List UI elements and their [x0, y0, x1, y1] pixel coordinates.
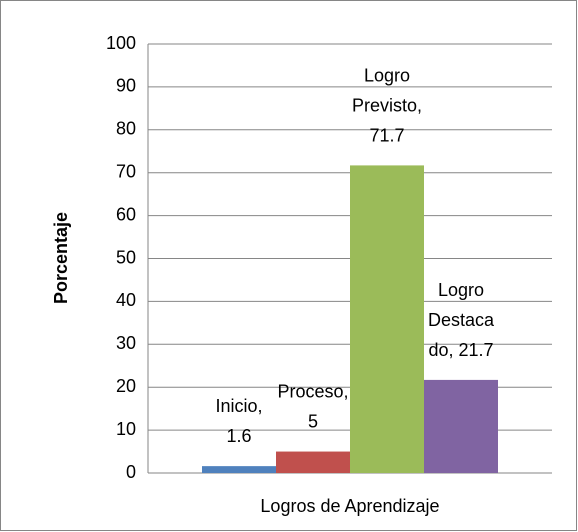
data-label: Inicio, 1.6: [215, 396, 262, 446]
bar: [276, 451, 350, 473]
bar: [424, 379, 498, 473]
y-tick-label: 10: [116, 419, 136, 439]
y-tick-label: 90: [116, 76, 136, 96]
y-tick-label: 40: [116, 290, 136, 310]
y-axis-title: Porcentaje: [51, 212, 71, 304]
bar: [350, 165, 424, 474]
y-tick-label: 100: [106, 33, 136, 53]
y-tick-label: 30: [116, 333, 136, 353]
data-label: Logro Previsto, 71.7: [352, 65, 422, 145]
y-tick-label: 60: [116, 204, 136, 224]
x-axis-title: Logros de Aprendizaje: [260, 496, 439, 516]
y-tick-label: 70: [116, 161, 136, 181]
bar: [202, 466, 276, 473]
data-label: Logro Destaca do, 21.7: [428, 280, 495, 360]
data-label: Proceso, 5: [277, 381, 348, 431]
y-tick-label: 50: [116, 247, 136, 267]
y-tick-label: 20: [116, 376, 136, 396]
y-tick-label: 0: [126, 462, 136, 482]
y-tick-label: 80: [116, 119, 136, 139]
